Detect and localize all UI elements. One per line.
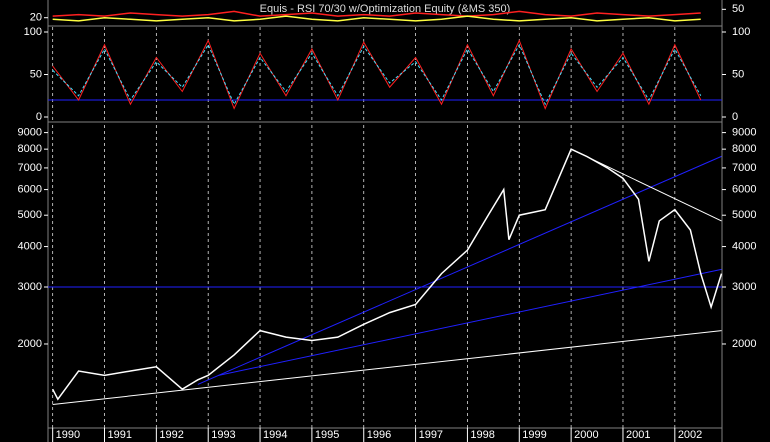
y-tick-label: 8000: [18, 143, 42, 155]
y2-tick-label: 6000: [732, 183, 756, 195]
y2-tick-label: 4000: [732, 240, 756, 252]
y-tick-label: 6000: [18, 183, 42, 195]
y-tick-label: 7000: [18, 162, 42, 174]
trendline: [52, 330, 722, 406]
x-tick-label: 1998: [470, 429, 494, 441]
y2-tick-label: 2000: [732, 338, 756, 350]
y-tick-label: 100: [24, 26, 42, 38]
y2-tick-label: 50: [732, 68, 744, 80]
y2-tick-label: 5000: [732, 209, 756, 221]
x-tick-label: 1994: [263, 429, 287, 441]
y-tick-label: 5000: [18, 209, 42, 221]
x-tick-label: 1991: [108, 429, 132, 441]
x-tick-label: 1995: [315, 429, 339, 441]
series-line: [52, 10, 701, 17]
y2-tick-label: 7000: [732, 162, 756, 174]
x-tick-label: 1997: [419, 429, 443, 441]
series-line: [51, 148, 723, 401]
x-tick-label: 2001: [626, 429, 650, 441]
y-tick-label: 9000: [18, 127, 42, 139]
x-tick-label: 1999: [522, 429, 546, 441]
x-tick-label: 2002: [678, 429, 702, 441]
y-tick-label: 50: [30, 68, 42, 80]
y-tick-label: 3000: [18, 281, 42, 293]
y2-tick-label: 0: [732, 111, 738, 123]
y-tick-label: 0: [36, 111, 42, 123]
y2-tick-label: 3000: [732, 281, 756, 293]
y-tick-label: 20: [30, 12, 42, 24]
x-tick-label: 1992: [159, 429, 183, 441]
trendline: [218, 268, 722, 376]
y-tick-label: 4000: [18, 240, 42, 252]
y-tick-label: 2000: [18, 338, 42, 350]
series-line: [52, 15, 701, 22]
x-tick-label: 2000: [574, 429, 598, 441]
y2-tick-label: 8000: [732, 143, 756, 155]
y2-tick-label: 9000: [732, 127, 756, 139]
y2-tick-label: 50: [732, 3, 744, 15]
y2-tick-label: 100: [732, 26, 750, 38]
x-tick-label: 1990: [56, 429, 80, 441]
x-tick-label: 1993: [211, 429, 235, 441]
series-line: [52, 39, 702, 110]
x-tick-label: 1996: [367, 429, 391, 441]
chart-title: Equis - RSI 70/30 w/Optimization Equity …: [260, 3, 511, 15]
